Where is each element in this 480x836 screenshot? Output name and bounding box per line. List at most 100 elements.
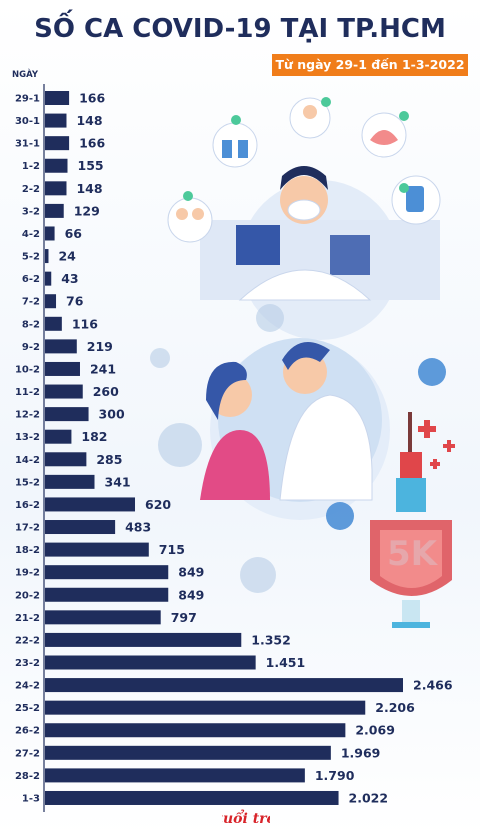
value-label: 155 <box>78 158 104 173</box>
category-label: 1-3 <box>22 793 40 804</box>
bar <box>45 158 68 173</box>
value-label: 715 <box>159 542 185 557</box>
bar <box>45 226 55 241</box>
value-label: 24 <box>58 249 76 264</box>
bar <box>45 768 305 783</box>
category-label: 29-1 <box>15 94 40 105</box>
bar <box>45 429 72 444</box>
category-label: 6-2 <box>22 274 40 285</box>
value-label: 260 <box>93 384 119 399</box>
value-label: 1.352 <box>251 632 291 647</box>
bar <box>45 136 70 151</box>
page-title: SỐ CA COVID-19 TẠI TP.HCM <box>34 14 446 44</box>
bar <box>45 361 80 376</box>
value-label: 148 <box>76 181 102 196</box>
bar <box>45 407 89 422</box>
category-label: 19-2 <box>15 568 40 579</box>
category-label: 13-2 <box>15 432 40 443</box>
value-label: 483 <box>125 520 151 535</box>
category-label: 16-2 <box>15 500 40 511</box>
bar <box>45 91 70 105</box>
category-label: 31-1 <box>15 139 40 150</box>
y-axis-label: NGÀY <box>12 70 39 80</box>
bar <box>45 520 116 535</box>
value-label: 241 <box>90 361 116 376</box>
category-label: 1-2 <box>22 161 40 172</box>
bar <box>45 452 87 467</box>
date-range-subtitle: Từ ngày 29-1 đến 1-3-2022 <box>272 54 468 76</box>
value-label: 620 <box>145 497 171 512</box>
value-label: 300 <box>99 407 125 422</box>
bar <box>45 271 52 286</box>
category-label: 10-2 <box>15 364 40 375</box>
category-label: 21-2 <box>15 613 40 624</box>
value-label: 1.451 <box>266 655 306 670</box>
category-label: 22-2 <box>15 635 40 646</box>
category-label: 30-1 <box>15 116 40 127</box>
value-label: 116 <box>72 316 98 331</box>
bar <box>45 249 49 264</box>
value-label: 1.790 <box>315 768 355 783</box>
value-label: 2.466 <box>413 678 453 693</box>
bar <box>45 181 67 196</box>
bar <box>45 316 62 331</box>
tuoi-tre-logo: tuổi trẻ <box>222 809 270 827</box>
bar <box>45 474 95 489</box>
category-label: 20-2 <box>15 590 40 601</box>
svg-text:tuổi trẻ: tuổi trẻ <box>222 809 270 827</box>
category-label: 11-2 <box>15 387 40 398</box>
bar <box>45 632 242 647</box>
category-label: 27-2 <box>15 748 40 759</box>
category-label: 5-2 <box>22 252 40 263</box>
value-label: 849 <box>178 565 204 580</box>
bar <box>45 497 136 512</box>
bar <box>45 655 256 670</box>
value-label: 797 <box>171 610 197 625</box>
bar <box>45 113 67 128</box>
bar <box>45 384 83 399</box>
bar <box>45 587 169 602</box>
value-label: 43 <box>61 271 78 286</box>
value-label: 166 <box>79 136 105 151</box>
category-label: 17-2 <box>15 523 40 534</box>
value-label: 166 <box>79 91 105 106</box>
category-label: 25-2 <box>15 703 40 714</box>
value-label: 285 <box>96 452 122 467</box>
shield-badge-text: 5K <box>386 534 437 574</box>
category-label: 28-2 <box>15 771 40 782</box>
value-label: 129 <box>74 203 100 218</box>
bar <box>45 542 149 557</box>
category-label: 3-2 <box>22 206 40 217</box>
value-label: 1.969 <box>341 745 381 760</box>
bar <box>45 723 346 738</box>
bar <box>45 565 169 580</box>
bar <box>45 610 161 625</box>
category-label: 15-2 <box>15 477 40 488</box>
bar <box>45 203 64 218</box>
category-label: 8-2 <box>22 319 40 330</box>
value-label: 849 <box>178 587 204 602</box>
category-label: 23-2 <box>15 658 40 669</box>
category-label: 18-2 <box>15 545 40 556</box>
category-label: 14-2 <box>15 455 40 466</box>
value-label: 341 <box>105 474 131 489</box>
value-label: 148 <box>76 113 102 128</box>
value-label: 76 <box>66 294 84 309</box>
category-label: 24-2 <box>15 681 40 692</box>
category-label: 9-2 <box>22 342 40 353</box>
bar <box>45 790 339 805</box>
category-label: 7-2 <box>22 297 40 308</box>
value-label: 2.206 <box>375 700 415 715</box>
category-label: 12-2 <box>15 410 40 421</box>
category-label: 26-2 <box>15 726 40 737</box>
bar <box>45 745 331 760</box>
bar <box>45 339 77 354</box>
value-label: 219 <box>87 339 113 354</box>
bar <box>45 700 366 715</box>
value-label: 2.069 <box>355 723 395 738</box>
value-label: 182 <box>81 429 107 444</box>
category-label: 4-2 <box>22 229 40 240</box>
bar <box>45 294 57 309</box>
